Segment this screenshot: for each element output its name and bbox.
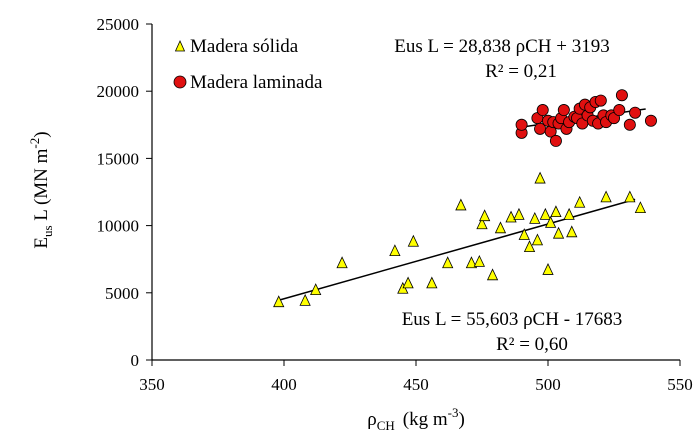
y-tick-label: 25000 [97, 15, 140, 34]
point-madera-solida [336, 256, 348, 269]
x-axis-title: ρCH (kg m-3) [367, 405, 465, 433]
legend-label-madera-laminada: Madera laminada [190, 72, 323, 93]
point-madera-laminada [613, 104, 626, 117]
point-madera-solida [531, 233, 544, 246]
point-madera-laminada [515, 118, 528, 131]
point-madera-laminada [536, 104, 549, 117]
point-madera-solida [513, 207, 525, 220]
legend-triangle-marker [174, 40, 186, 52]
x-tick-label: 550 [667, 375, 693, 394]
axis-ticks: 350 400 450 500 550 0 5000 10000 15000 20000 25000 [97, 15, 693, 394]
x-tick-label: 350 [139, 375, 165, 394]
r2-laminada: R² = 0,21 [485, 61, 557, 82]
point-madera-solida [529, 211, 541, 224]
point-madera-solida [442, 256, 454, 269]
point-madera-solida [465, 256, 478, 269]
point-madera-solida [505, 210, 517, 223]
point-madera-solida [476, 217, 488, 230]
legend-circle-marker [173, 75, 187, 89]
point-madera-solida [545, 215, 557, 228]
point-madera-solida [455, 198, 467, 211]
point-madera-solida [402, 276, 414, 289]
data-markers [273, 89, 657, 308]
point-madera-laminada [615, 89, 628, 102]
point-madera-solida [426, 276, 438, 289]
point-madera-solida [486, 268, 499, 281]
point-madera-solida [389, 244, 401, 257]
point-madera-solida [310, 283, 322, 296]
point-madera-solida [574, 195, 586, 208]
point-madera-solida [299, 293, 311, 306]
x-tick-label: 450 [403, 375, 429, 394]
point-madera-solida [552, 226, 565, 239]
equation-solida: Eus L = 55,603 ρCH - 17683 [402, 309, 623, 330]
y-tick-label: 20000 [97, 82, 140, 101]
point-madera-solida [563, 207, 575, 220]
point-madera-solida [479, 209, 491, 222]
point-madera-laminada [644, 114, 657, 127]
point-madera-solida [566, 225, 578, 238]
point-madera-solida [624, 190, 636, 203]
point-madera-laminada [557, 104, 570, 117]
point-madera-solida [542, 263, 554, 275]
y-tick-label: 15000 [97, 149, 140, 168]
point-madera-solida [550, 205, 562, 218]
r2-solida: R² = 0,60 [496, 334, 568, 355]
point-madera-solida [634, 201, 647, 214]
legend-label-madera-solida: Madera sólida [190, 36, 299, 57]
point-madera-solida [534, 171, 546, 184]
point-madera-solida [518, 228, 530, 240]
point-madera-laminada [549, 134, 562, 147]
y-axis-title: Eus L (MN m-2) [27, 131, 55, 248]
point-madera-laminada [594, 94, 607, 107]
legend: Madera sólida Madera laminada [173, 36, 323, 93]
point-madera-solida [523, 240, 536, 253]
point-madera-solida [600, 190, 612, 203]
y-tick-label: 0 [131, 351, 140, 370]
trendline-madera-solida [278, 198, 636, 301]
point-madera-solida [407, 234, 419, 247]
point-madera-laminada [623, 118, 636, 131]
point-madera-solida [539, 207, 551, 220]
point-madera-laminada [629, 106, 642, 119]
point-madera-solida [273, 295, 285, 308]
y-tick-label: 10000 [97, 217, 140, 236]
point-madera-solida [494, 221, 507, 234]
x-tick-label: 500 [535, 375, 561, 394]
point-madera-solida [473, 254, 485, 267]
x-tick-label: 400 [271, 375, 297, 394]
y-tick-label: 5000 [105, 284, 139, 303]
equation-laminada: Eus L = 28,838 ρCH + 3193 [394, 36, 609, 57]
